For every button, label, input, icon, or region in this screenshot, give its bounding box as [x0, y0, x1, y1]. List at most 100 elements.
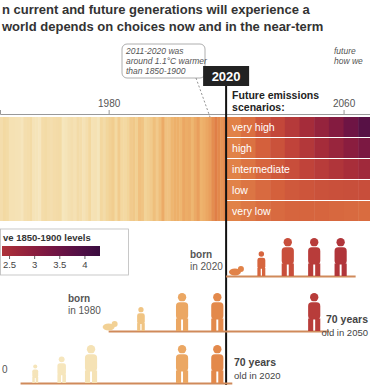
stripe — [185, 117, 188, 221]
person-head — [310, 293, 318, 301]
stripe — [76, 117, 79, 221]
scenario-stripe — [285, 180, 300, 200]
stripe — [132, 117, 135, 221]
colorbar-tick-label: 3.5 — [53, 259, 66, 270]
row-separator — [226, 200, 370, 201]
stripe — [206, 117, 209, 221]
stripe — [9, 117, 12, 221]
generation-note: old in 2050 — [322, 327, 368, 338]
stripe — [12, 117, 15, 221]
person-leg — [218, 370, 223, 383]
stripe — [144, 117, 147, 221]
stripe — [85, 117, 88, 221]
person-head — [33, 365, 37, 369]
scenario-stripe — [344, 159, 359, 179]
stripe — [112, 117, 115, 221]
person — [176, 345, 188, 383]
scenario-stripe — [344, 117, 359, 137]
row-separator — [226, 158, 370, 159]
stripe — [56, 117, 59, 221]
person-leg — [183, 370, 188, 383]
scenario-stripe — [300, 180, 315, 200]
person-body — [137, 313, 145, 324]
stripe — [100, 117, 103, 221]
stripe — [153, 117, 156, 221]
stripe — [47, 117, 50, 221]
scenario-stripe — [329, 138, 344, 158]
stripe — [15, 117, 18, 221]
stripe — [164, 117, 167, 221]
stripe — [38, 117, 41, 221]
stripe — [3, 117, 6, 221]
person-leg — [308, 263, 313, 276]
stripe — [103, 117, 106, 221]
stripe — [217, 117, 220, 221]
generation-line — [21, 383, 233, 385]
scenario-stripe — [344, 201, 359, 221]
scenario-stripe — [314, 180, 329, 200]
stripe — [29, 117, 32, 221]
stripe — [97, 117, 100, 221]
person-leg — [335, 263, 340, 276]
scenario-stripe — [314, 117, 329, 137]
person-body — [308, 247, 320, 264]
person-body — [176, 354, 188, 371]
scenario-label: very low — [232, 205, 271, 217]
stripe — [138, 117, 141, 221]
generation-label: in 1980 — [68, 305, 101, 316]
stripe — [211, 117, 214, 221]
x-tick-mark — [344, 110, 345, 114]
colorbar-tick-label: 3 — [32, 259, 37, 270]
person-head — [284, 238, 292, 246]
scenario-stripe — [358, 138, 370, 158]
stripe — [120, 117, 123, 221]
plot-area — [0, 117, 370, 221]
person-leg — [218, 318, 223, 331]
generation-note: 70 years — [326, 313, 368, 325]
person-body — [85, 354, 97, 371]
person — [308, 293, 320, 331]
colorbar-label: ve 1850-1900 levels — [3, 232, 91, 243]
person-leg — [315, 318, 320, 331]
scenario-stripe — [358, 180, 370, 200]
person — [103, 321, 118, 331]
stripe — [79, 117, 82, 221]
stripe — [88, 117, 91, 221]
stripe — [200, 117, 203, 221]
person-leg — [32, 377, 34, 383]
scenario-stripe — [255, 138, 270, 158]
person-leg — [92, 370, 97, 383]
stripe — [91, 117, 94, 221]
person-leg — [36, 377, 38, 383]
stripe — [147, 117, 150, 221]
person-leg — [57, 374, 61, 383]
scenario-stripe — [329, 180, 344, 200]
stripe — [73, 117, 76, 221]
person-leg — [315, 263, 320, 276]
scenario-stripe — [329, 159, 344, 179]
person-head — [87, 345, 95, 353]
stripe — [62, 117, 65, 221]
person-head — [238, 266, 244, 272]
stripe — [126, 117, 129, 221]
person — [57, 356, 66, 383]
person-head — [59, 356, 65, 362]
person-leg — [62, 374, 66, 383]
person — [257, 251, 265, 276]
x-tick-label: 2060 — [333, 98, 356, 109]
note-text: future — [334, 46, 356, 56]
person-leg — [211, 318, 216, 331]
scenario-stripe — [285, 117, 300, 137]
scenario-stripe — [314, 138, 329, 158]
stripe — [23, 117, 26, 221]
note-text: than 1850-1900 — [126, 66, 186, 76]
scenario-stripe — [329, 201, 344, 221]
note-text: 2011-2020 was — [125, 46, 184, 56]
person-body — [308, 302, 320, 319]
person-leg — [176, 370, 181, 383]
person-head — [336, 238, 344, 246]
stripe — [44, 117, 47, 221]
scenario-stripe — [344, 180, 359, 200]
person — [176, 293, 188, 331]
person — [229, 266, 244, 276]
